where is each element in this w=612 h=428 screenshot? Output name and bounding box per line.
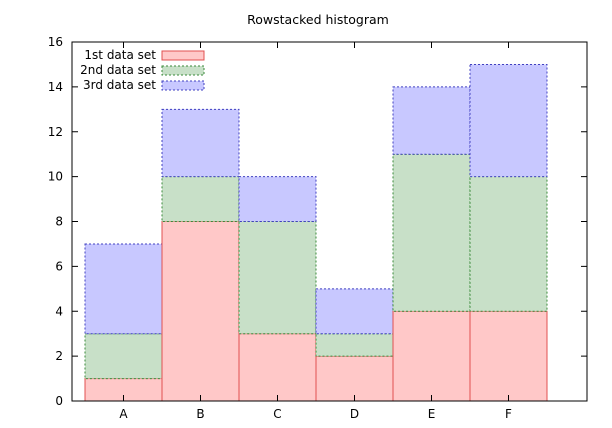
bar-2-D [315,333,394,357]
y-tick-label: 10 [48,170,63,184]
y-axis: 0 2 4 6 8 10 12 14 16 [48,35,587,408]
y-tick-label: 8 [55,215,63,229]
bar-1-E [392,310,471,402]
y-tick-label: 16 [48,35,63,49]
bar-3-E [392,86,471,155]
bar-2-F [469,176,548,312]
y-tick-label: 12 [48,125,63,139]
x-tick-label: A [119,407,128,421]
bar-2-E [392,153,471,312]
bar-2-A [84,333,163,380]
y-tick-label: 4 [55,304,63,318]
x-tick-label: F [505,407,512,421]
bar-1-B [161,221,240,402]
legend-swatch-2 [161,65,205,76]
bar-1-F [469,310,548,402]
x-tick-label: B [196,407,204,421]
legend-swatch-3 [161,80,205,91]
bar-3-C [238,176,317,222]
x-axis: A B C D E F [119,42,512,421]
chart-title: Rowstacked histogram [247,12,389,27]
legend-swatch-1 [161,50,205,61]
bar-3-A [84,243,163,335]
y-tick-label: 2 [55,349,63,363]
bars-layer [84,63,548,402]
bar-3-D [315,288,394,335]
legend-label-1: 1st data set [84,48,156,62]
legend-label-2: 2nd data set [80,63,156,77]
x-tick-label: C [273,407,281,421]
y-tick-label: 0 [55,394,63,408]
legend-label-3: 3rd data set [83,78,156,92]
bar-3-F [469,63,548,178]
bar-3-B [161,108,240,178]
x-tick-label: E [428,407,436,421]
bar-2-C [238,221,317,335]
bar-1-D [315,355,394,402]
y-tick-label: 14 [48,80,63,94]
bar-2-B [161,176,240,222]
bar-1-C [238,333,317,402]
x-tick-label: D [350,407,359,421]
y-tick-label: 6 [55,259,63,273]
